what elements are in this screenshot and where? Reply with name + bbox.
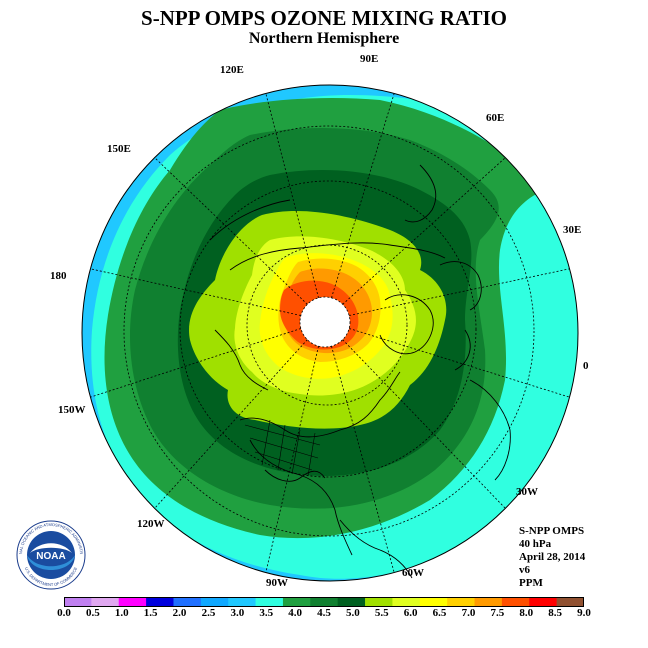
meridian-line [90,328,301,398]
latitude-circle-20 [123,125,535,537]
meridian-line [349,268,570,316]
lat-lon-grid [90,93,570,573]
info-date: April 28, 2014 [519,551,586,563]
lon-label-60e: 60E [486,112,504,124]
colorbar-swatch [228,597,257,607]
colorbar-tick-label: 6.5 [432,607,447,619]
colorbar-tick-label: 1.0 [114,607,129,619]
colorbar-swatch [419,597,448,607]
info-level: 40 hPa [519,538,552,550]
colorbar-tick-label: 3.0 [230,607,245,619]
lon-label-150w: 150W [58,404,86,416]
colorbar-swatch [474,597,503,607]
coastlines [209,164,511,579]
info-instrument: S-NPP OMPS [519,525,585,537]
colorbar-swatch [64,597,92,607]
page-title: S-NPP OMPS OZONE MIXING RATIO [141,6,507,30]
coast-india [404,164,437,223]
coast-central-america [339,519,413,579]
coast-europe [439,261,482,371]
lon-label-90e: 90E [360,53,378,65]
colorbar-tick-label: 8.5 [548,607,562,619]
longitude-labels: 90E 120E 60E 150E 30E 180 0 150W 30W 120… [50,53,589,589]
meridian-line [154,157,308,305]
colorbar-tick-label: 4.0 [288,607,302,619]
pole-no-data [300,297,350,347]
latitude-circle-40 [179,180,477,478]
meridian-line [265,93,319,298]
coast-africa [469,379,511,481]
page-subtitle: Northern Hemisphere [248,30,400,47]
colorbar-tick-label: 5.0 [346,607,360,619]
colorbar-swatch [146,597,174,607]
colorbar-swatch [529,597,558,607]
colorbar [64,597,584,607]
latitude-circle-80 [299,296,351,348]
colorbar-tick-label: 2.0 [172,607,187,619]
colorbar-swatch [365,597,393,607]
colorbar-tick-label: 2.5 [201,607,216,619]
colorbar-tick-label: 1.5 [143,607,158,619]
lon-label-30w: 30W [516,486,538,498]
colorbar-tick-label: 7.5 [490,607,505,619]
lon-label-150e: 150E [107,143,131,155]
coast-asia [209,199,446,271]
lon-label-60w: 60W [402,567,424,579]
colorbar-swatch [255,597,284,607]
meridian-line [349,328,570,398]
colorbar-tick-label: 0.0 [57,607,71,619]
meridian-line [265,346,319,573]
lon-label-90w: 90W [266,577,288,589]
coast-gulf [264,469,326,482]
noaa-logo-text: NOAA [36,551,65,562]
colorbar-tick-label: 6.0 [403,607,418,619]
colorbar-border [64,597,584,607]
info-units: PPM [519,577,543,589]
colorbar-swatch [392,597,421,607]
lon-label-120w: 120W [137,518,165,530]
colorbar-swatch [282,597,311,607]
meridian-line [342,339,506,509]
meridian-line [331,346,395,573]
usa-state-lines [244,419,321,477]
noaa-logo: NOAA NATIONAL OCEANIC AND ATMOSPHERIC AD… [16,520,86,590]
lon-label-180: 180 [50,270,67,282]
coast-north-america [239,371,401,556]
info-block: S-NPP OMPS 40 hPa April 28, 2014 v6 PPM [519,525,585,590]
colorbar-swatch [118,597,147,607]
colorbar-tick-label: 0.5 [86,607,100,619]
colorbar-tick-label: 7.0 [461,607,476,619]
colorbar-tick-label: 8.0 [519,607,534,619]
colorbar-tick-label: 5.5 [374,607,389,619]
lon-label-0: 0 [583,360,589,372]
colorbar-tick-label: 3.5 [259,607,274,619]
colorbar-swatch [200,597,229,607]
meridian-line [154,339,308,509]
meridian-line [342,157,506,305]
colorbar-swatch [556,597,584,607]
colorbar-swatch [173,597,202,607]
info-version: v6 [519,564,530,576]
colorbar-swatch [447,597,476,607]
colorbar-swatch [337,597,366,607]
map-disk-border [81,84,579,582]
ozone-contour-fields [82,85,578,581]
meridian-lines [90,93,570,573]
colorbar-swatch [91,597,120,607]
colorbar-tick-label: 4.5 [317,607,331,619]
colorbar-swatch [310,597,339,607]
colorbar-swatch [501,597,530,607]
lon-label-30e: 30E [563,224,581,236]
coast-greenland [379,294,434,355]
colorbar-tick-label: 9.0 [577,607,591,619]
coast-alaska [214,329,269,391]
lon-label-120e: 120E [220,64,244,76]
